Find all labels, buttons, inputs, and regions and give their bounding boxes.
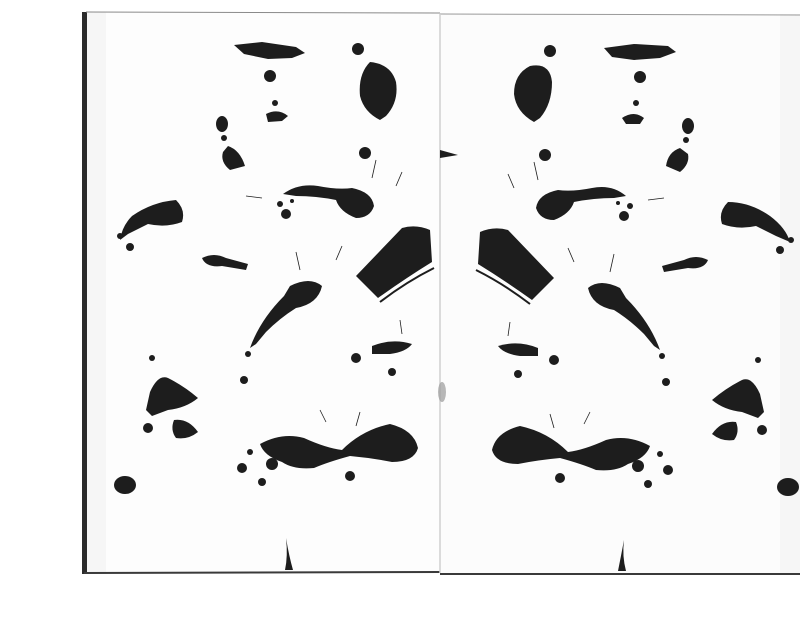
blot-dot: [258, 478, 266, 486]
paper-shading-right: [780, 14, 800, 575]
blot-top-bar-left: [234, 42, 305, 59]
blot-dot: [514, 370, 522, 378]
blot-dot: [555, 473, 565, 483]
blot-dot: [616, 201, 620, 205]
blot-dot: [627, 203, 633, 209]
blot-dot: [632, 460, 644, 472]
blot-dot: [644, 480, 652, 488]
blot-dot: [351, 353, 361, 363]
blot-arm-left: [283, 185, 374, 218]
blot-center-block-left: [356, 226, 432, 298]
bottom-drip-left: [285, 538, 293, 570]
blot-dot: [114, 476, 136, 494]
blot-dot: [247, 449, 253, 455]
blot-mid-right: [498, 343, 538, 356]
blot-center-outline-right: [475, 269, 531, 305]
ink-right-half: [440, 44, 799, 496]
blot-dot: [634, 71, 646, 83]
paper-bottom-edge-left: [83, 571, 441, 574]
blot-dot: [544, 45, 556, 57]
blot-lower-left: [146, 377, 198, 416]
blot-drop-right: [666, 148, 689, 172]
blot-dot: [126, 243, 134, 251]
bottom-drip-right: [618, 540, 626, 571]
blot-dot: [345, 471, 355, 481]
blot-dot: [539, 149, 551, 161]
blot-dot: [352, 43, 364, 55]
paper-sheet: [82, 11, 800, 575]
blot-center-outline-left: [379, 267, 435, 303]
blot-dot: [281, 209, 291, 219]
paper-left-edge: [82, 12, 87, 574]
blot-drop-left: [222, 146, 245, 170]
paper-top-edge-right: [439, 13, 800, 16]
blot-dot: [683, 137, 689, 143]
blot-dot: [682, 118, 694, 134]
paper-top-edge-left: [85, 11, 441, 14]
blot-splash-bottom-right: [492, 426, 650, 471]
blot-dot: [757, 425, 767, 435]
ink-left-half: [114, 42, 435, 494]
blot-dot: [216, 116, 228, 132]
blot-dot: [359, 147, 371, 159]
blot-dot: [290, 199, 294, 203]
blot-dot: [237, 463, 247, 473]
blot-dot: [143, 423, 153, 433]
spatter-lines-left: [245, 159, 403, 427]
blot-dot: [272, 100, 278, 106]
blot-small-right: [622, 114, 644, 124]
blot-teardrop-top-left: [359, 62, 397, 120]
blot-dot: [549, 355, 559, 365]
blot-splat-side-right: [720, 202, 790, 242]
spatter-lines-right: [507, 161, 665, 429]
blot-dot: [221, 135, 227, 141]
blot-mid-left: [372, 341, 412, 354]
blot-splat-side-left: [120, 200, 184, 240]
blot-teardrop-top-right: [514, 65, 552, 122]
blot-dot: [619, 211, 629, 221]
blot-streak-left: [250, 281, 322, 348]
blot-lower-right: [712, 379, 764, 418]
blot-dot: [117, 233, 123, 239]
blot-dot: [776, 246, 784, 254]
blot-drop-lower-right: [712, 421, 738, 441]
blot-dot: [662, 378, 670, 386]
blot-center-block-right: [478, 228, 554, 300]
blot-splash-bottom-left: [260, 424, 418, 469]
blot-dot: [755, 357, 761, 363]
blot-dot: [149, 355, 155, 361]
blot-dot: [659, 353, 665, 359]
blot-dot: [777, 478, 799, 496]
blot-drop-lower: [172, 419, 198, 439]
blot-dash-left: [202, 255, 248, 270]
blot-dot: [277, 201, 283, 207]
blot-dot: [264, 70, 276, 82]
blot-dot: [388, 368, 396, 376]
blot-dot: [788, 237, 794, 243]
blot-fold-mark: [440, 150, 458, 158]
blot-streak-right: [588, 283, 660, 350]
blot-dot: [633, 100, 639, 106]
blot-arm-right: [536, 187, 626, 220]
blot-dash-right: [662, 257, 708, 272]
blot-dot: [245, 351, 251, 357]
fold-smudge: [438, 382, 446, 402]
blot-dot: [240, 376, 248, 384]
blot-dot: [663, 465, 673, 475]
blot-top-bar-right: [604, 44, 676, 60]
blot-dot: [266, 458, 278, 470]
blot-small-left: [266, 111, 288, 122]
blot-dot: [657, 451, 663, 457]
paper-shading-left: [86, 12, 106, 574]
